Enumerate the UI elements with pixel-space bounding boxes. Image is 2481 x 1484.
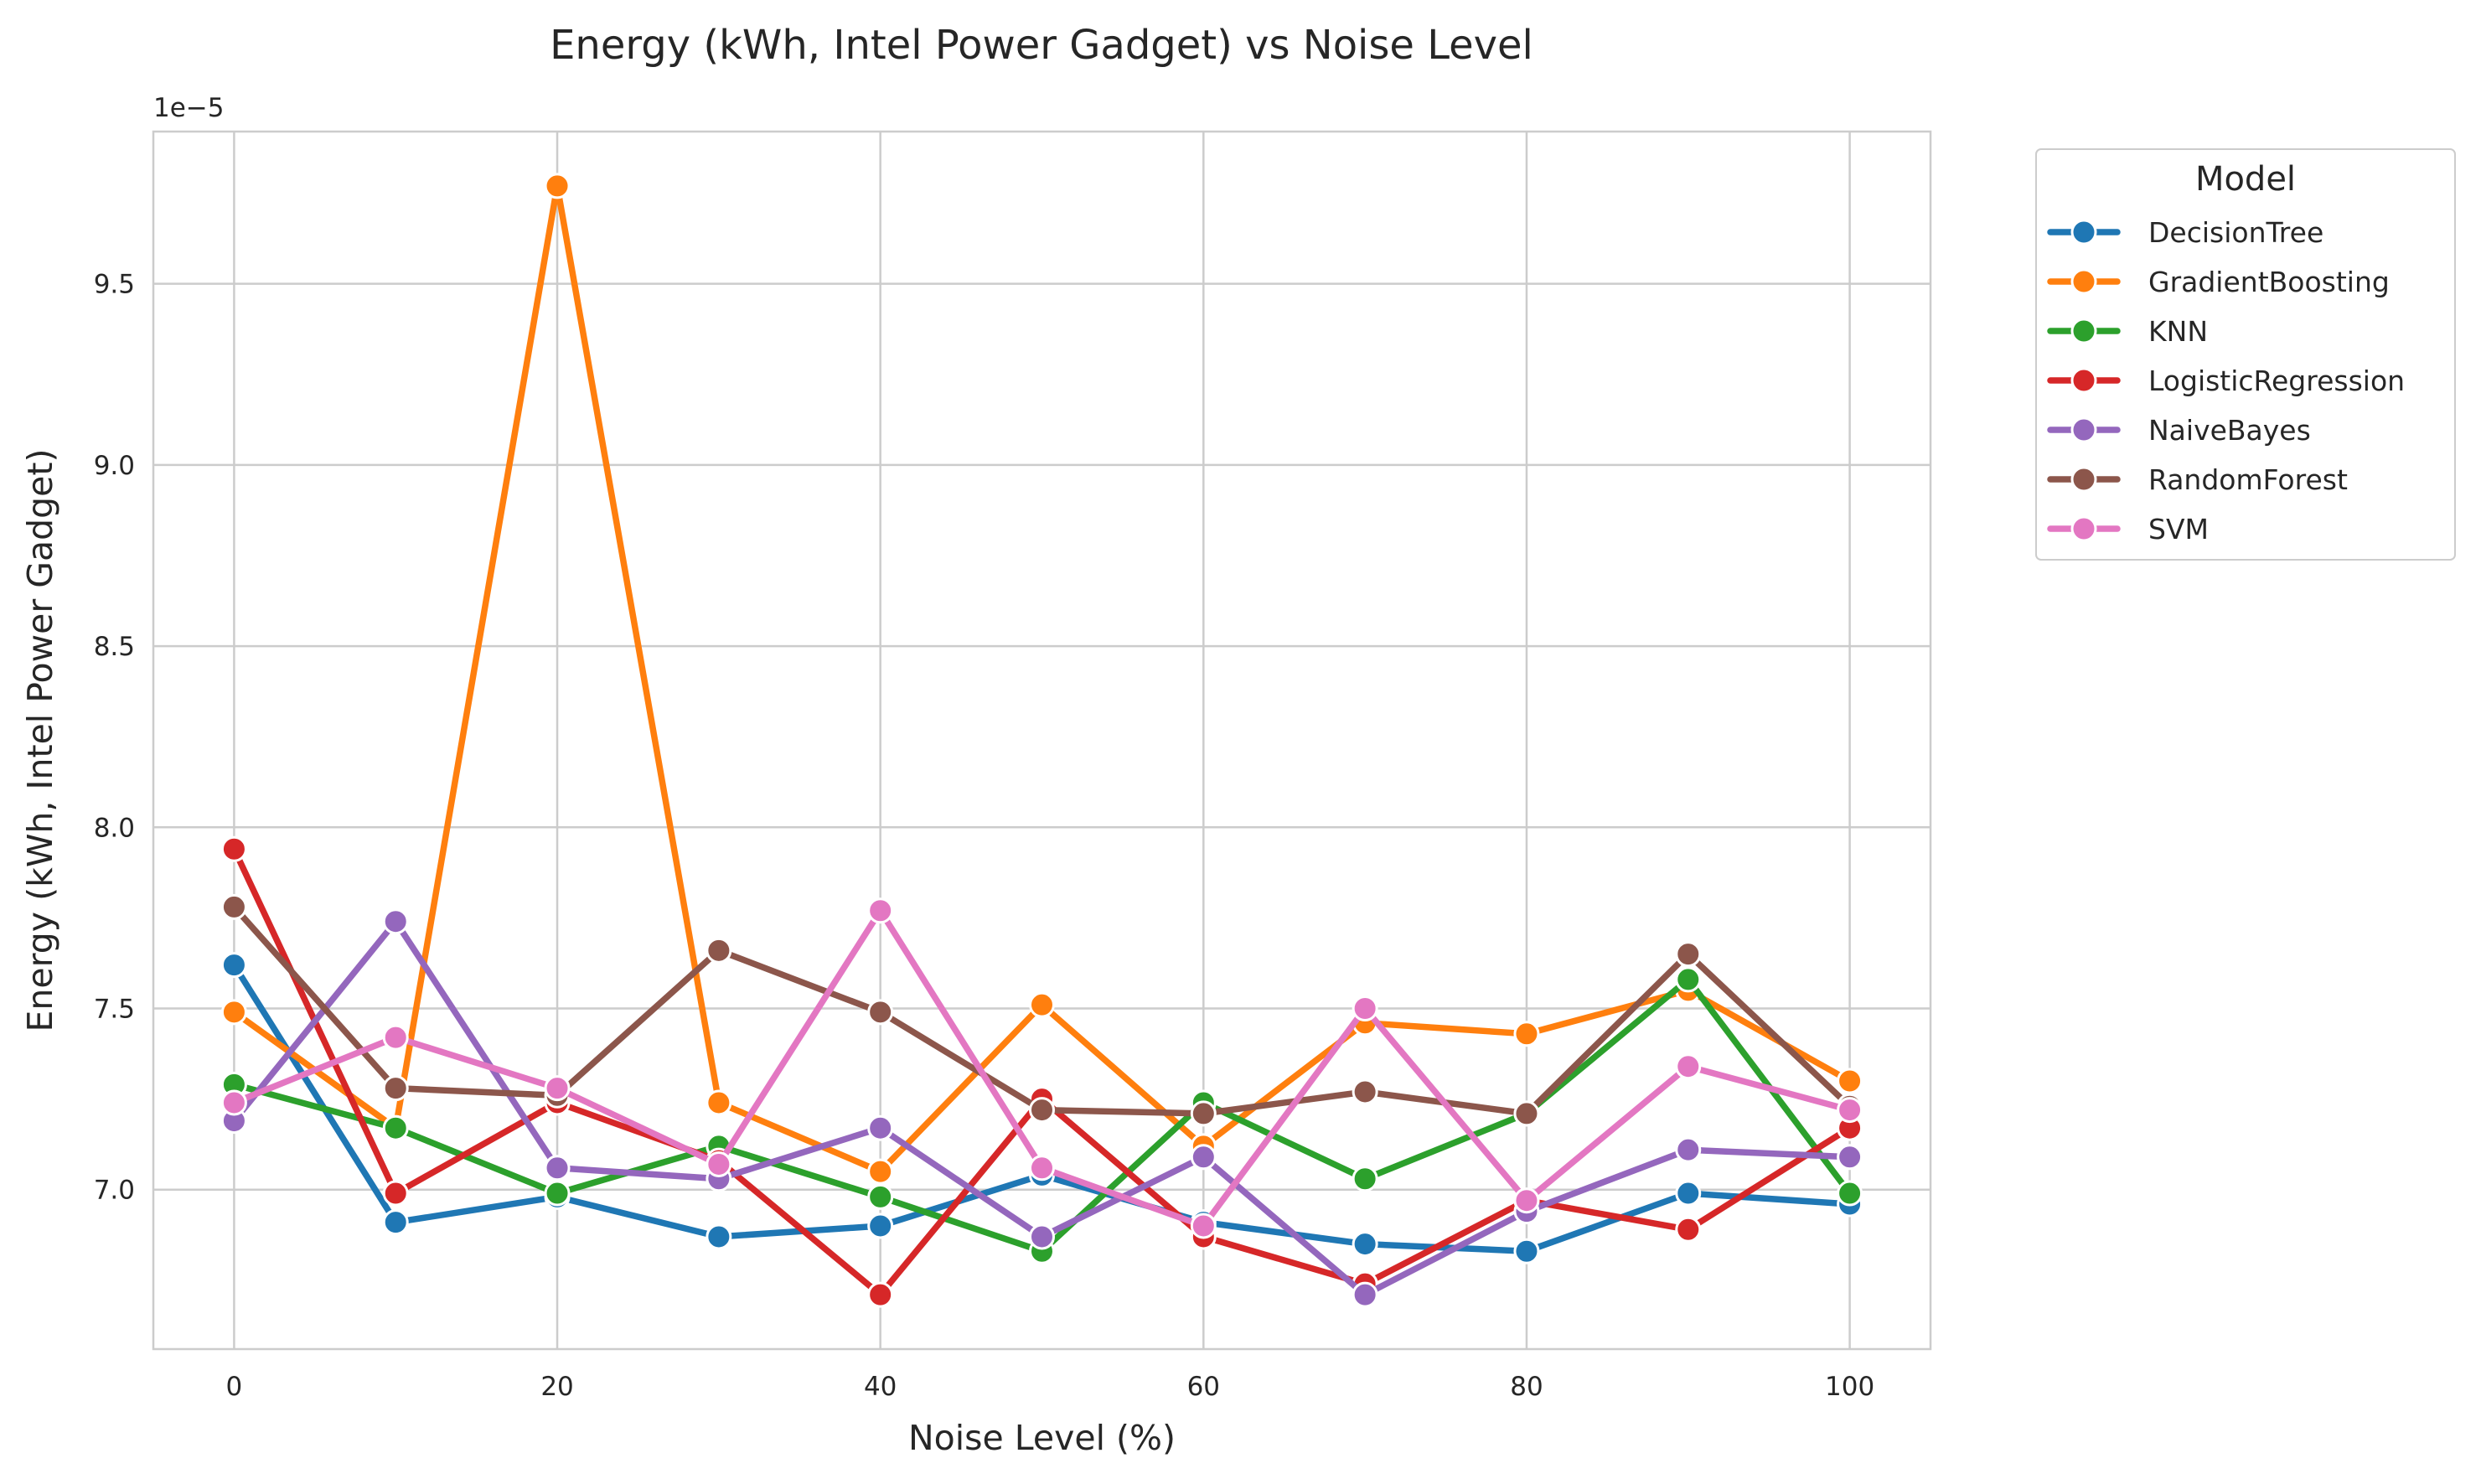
x-axis-title: Noise Level (%) — [908, 1418, 1176, 1458]
data-point-svm — [1352, 995, 1378, 1022]
x-tick-label: 100 — [1825, 1372, 1874, 1402]
y-tick-label: 9.0 — [94, 451, 135, 481]
series-lines — [220, 173, 1863, 1308]
y-axis-title: Energy (kWh, Intel Power Gadget) — [20, 449, 60, 1032]
legend-marker-knn — [2070, 318, 2097, 344]
x-tick-label: 0 — [226, 1372, 243, 1402]
data-point-svm — [544, 1075, 571, 1102]
legend-label-knn: KNN — [2148, 315, 2208, 348]
legend-label-naivebayes: NaiveBayes — [2148, 414, 2311, 447]
data-point-gradientboosting — [867, 1158, 894, 1185]
data-point-gradientboosting — [220, 999, 247, 1026]
data-point-logisticregression — [1675, 1216, 1702, 1243]
series-svm — [220, 897, 1863, 1239]
legend-box — [2035, 148, 2456, 561]
y-scale-note: 1e−5 — [153, 93, 225, 123]
legend-label-decisiontree: DecisionTree — [2148, 216, 2323, 249]
x-tick-label: 20 — [540, 1372, 573, 1402]
legend-marker-naivebayes — [2070, 416, 2097, 443]
data-point-decisiontree — [1513, 1238, 1540, 1264]
data-point-gradientboosting — [1029, 991, 1055, 1018]
legend-marker-svm — [2070, 515, 2097, 542]
data-point-svm — [1837, 1097, 1863, 1124]
data-point-decisiontree — [706, 1223, 732, 1250]
legend-label-randomforest: RandomForest — [2148, 463, 2348, 496]
data-point-naivebayes — [382, 908, 409, 935]
data-point-randomforest — [220, 893, 247, 920]
tick-labels: 0 20 40 60 80 100 7.0 7.5 8.0 8.5 9.0 9.5 — [94, 270, 1874, 1402]
y-tick-label: 8.5 — [94, 632, 135, 662]
legend-marker-decisiontree — [2070, 219, 2097, 246]
data-point-naivebayes — [1837, 1144, 1863, 1171]
x-tick-label: 60 — [1187, 1372, 1220, 1402]
data-point-randomforest — [706, 937, 732, 964]
series-randomforest — [220, 893, 1863, 1127]
legend-marker-gradientboosting — [2070, 268, 2097, 295]
chart-title: Energy (kWh, Intel Power Gadget) vs Nois… — [550, 22, 1533, 69]
data-point-gradientboosting — [544, 173, 571, 199]
data-point-naivebayes — [1352, 1281, 1378, 1308]
y-tick-label: 9.5 — [94, 270, 135, 300]
data-point-randomforest — [382, 1075, 409, 1102]
data-point-randomforest — [1029, 1097, 1055, 1124]
data-point-naivebayes — [1029, 1223, 1055, 1250]
data-point-naivebayes — [544, 1155, 571, 1182]
data-point-gradientboosting — [1837, 1068, 1863, 1094]
legend-label-gradientboosting: GradientBoosting — [2148, 266, 2390, 298]
legend-marker-logisticregression — [2070, 367, 2097, 394]
data-point-svm — [1675, 1053, 1702, 1080]
data-point-naivebayes — [1190, 1144, 1217, 1171]
data-point-knn — [1675, 966, 1702, 993]
data-point-randomforest — [867, 999, 894, 1026]
data-point-logisticregression — [382, 1180, 409, 1207]
legend-label-logisticregression: LogisticRegression — [2148, 365, 2405, 397]
data-point-decisiontree — [867, 1213, 894, 1239]
data-point-gradientboosting — [706, 1089, 732, 1116]
y-tick-label: 8.0 — [94, 813, 135, 843]
data-point-randomforest — [1190, 1100, 1217, 1127]
data-point-decisiontree — [382, 1209, 409, 1236]
data-point-svm — [1513, 1187, 1540, 1214]
data-point-svm — [706, 1150, 732, 1177]
x-tick-label: 40 — [864, 1372, 897, 1402]
data-point-knn — [1352, 1166, 1378, 1192]
data-point-decisiontree — [1352, 1231, 1378, 1258]
data-point-knn — [867, 1183, 894, 1210]
data-point-knn — [382, 1114, 409, 1141]
y-tick-label: 7.5 — [94, 995, 135, 1025]
data-point-decisiontree — [220, 952, 247, 979]
data-point-randomforest — [1352, 1078, 1378, 1105]
legend-label-svm: SVM — [2148, 513, 2209, 546]
data-point-naivebayes — [867, 1114, 894, 1141]
legend: Model DecisionTree GradientBoosting KNN Log… — [2035, 148, 2456, 561]
data-point-svm — [382, 1024, 409, 1051]
data-point-knn — [1837, 1180, 1863, 1207]
y-tick-label: 7.0 — [94, 1176, 135, 1206]
data-point-gradientboosting — [1513, 1021, 1540, 1047]
data-point-logisticregression — [220, 835, 247, 862]
data-point-decisiontree — [1675, 1180, 1702, 1207]
data-point-svm — [1190, 1213, 1217, 1239]
data-point-randomforest — [1513, 1100, 1540, 1127]
legend-marker-randomforest — [2070, 466, 2097, 493]
data-point-svm — [1029, 1155, 1055, 1182]
data-point-logisticregression — [867, 1281, 894, 1308]
data-point-naivebayes — [1675, 1136, 1702, 1163]
legend-title: Model — [2195, 160, 2296, 199]
data-point-randomforest — [1675, 941, 1702, 968]
x-tick-label: 80 — [1510, 1372, 1543, 1402]
plot-frame — [152, 130, 1932, 1351]
data-point-svm — [220, 1089, 247, 1116]
data-point-knn — [544, 1180, 571, 1207]
data-point-svm — [867, 897, 894, 924]
